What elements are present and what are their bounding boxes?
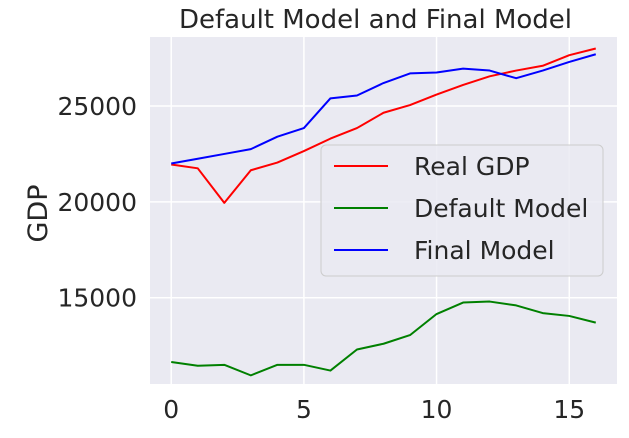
tick-labels: 0 5 10 15 15000 20000 25000: [57, 92, 585, 424]
y-tick-label: 25000: [57, 92, 137, 121]
legend-label-2: Final Model: [414, 236, 555, 265]
legend-label-1: Default Model: [414, 194, 588, 223]
y-tick-label: 20000: [57, 188, 137, 217]
x-tick-label: 15: [553, 395, 585, 424]
y-axis-label: GDP: [23, 185, 54, 243]
series-lines: [171, 47, 597, 377]
legend-label-0: Real GDP: [414, 152, 530, 181]
legend-frame: [320, 144, 604, 277]
series-line-1: [171, 300, 597, 377]
y-tick-label: 15000: [57, 284, 137, 313]
chart-title: Default Model and Final Model: [179, 5, 572, 35]
series-line-0: [171, 47, 597, 204]
x-tick-label: 5: [296, 395, 312, 424]
legend: Real GDP Default Model Final Model: [320, 144, 604, 277]
x-tick-label: 0: [163, 395, 179, 424]
x-tick-label: 10: [421, 395, 453, 424]
series-line-2: [171, 53, 597, 165]
